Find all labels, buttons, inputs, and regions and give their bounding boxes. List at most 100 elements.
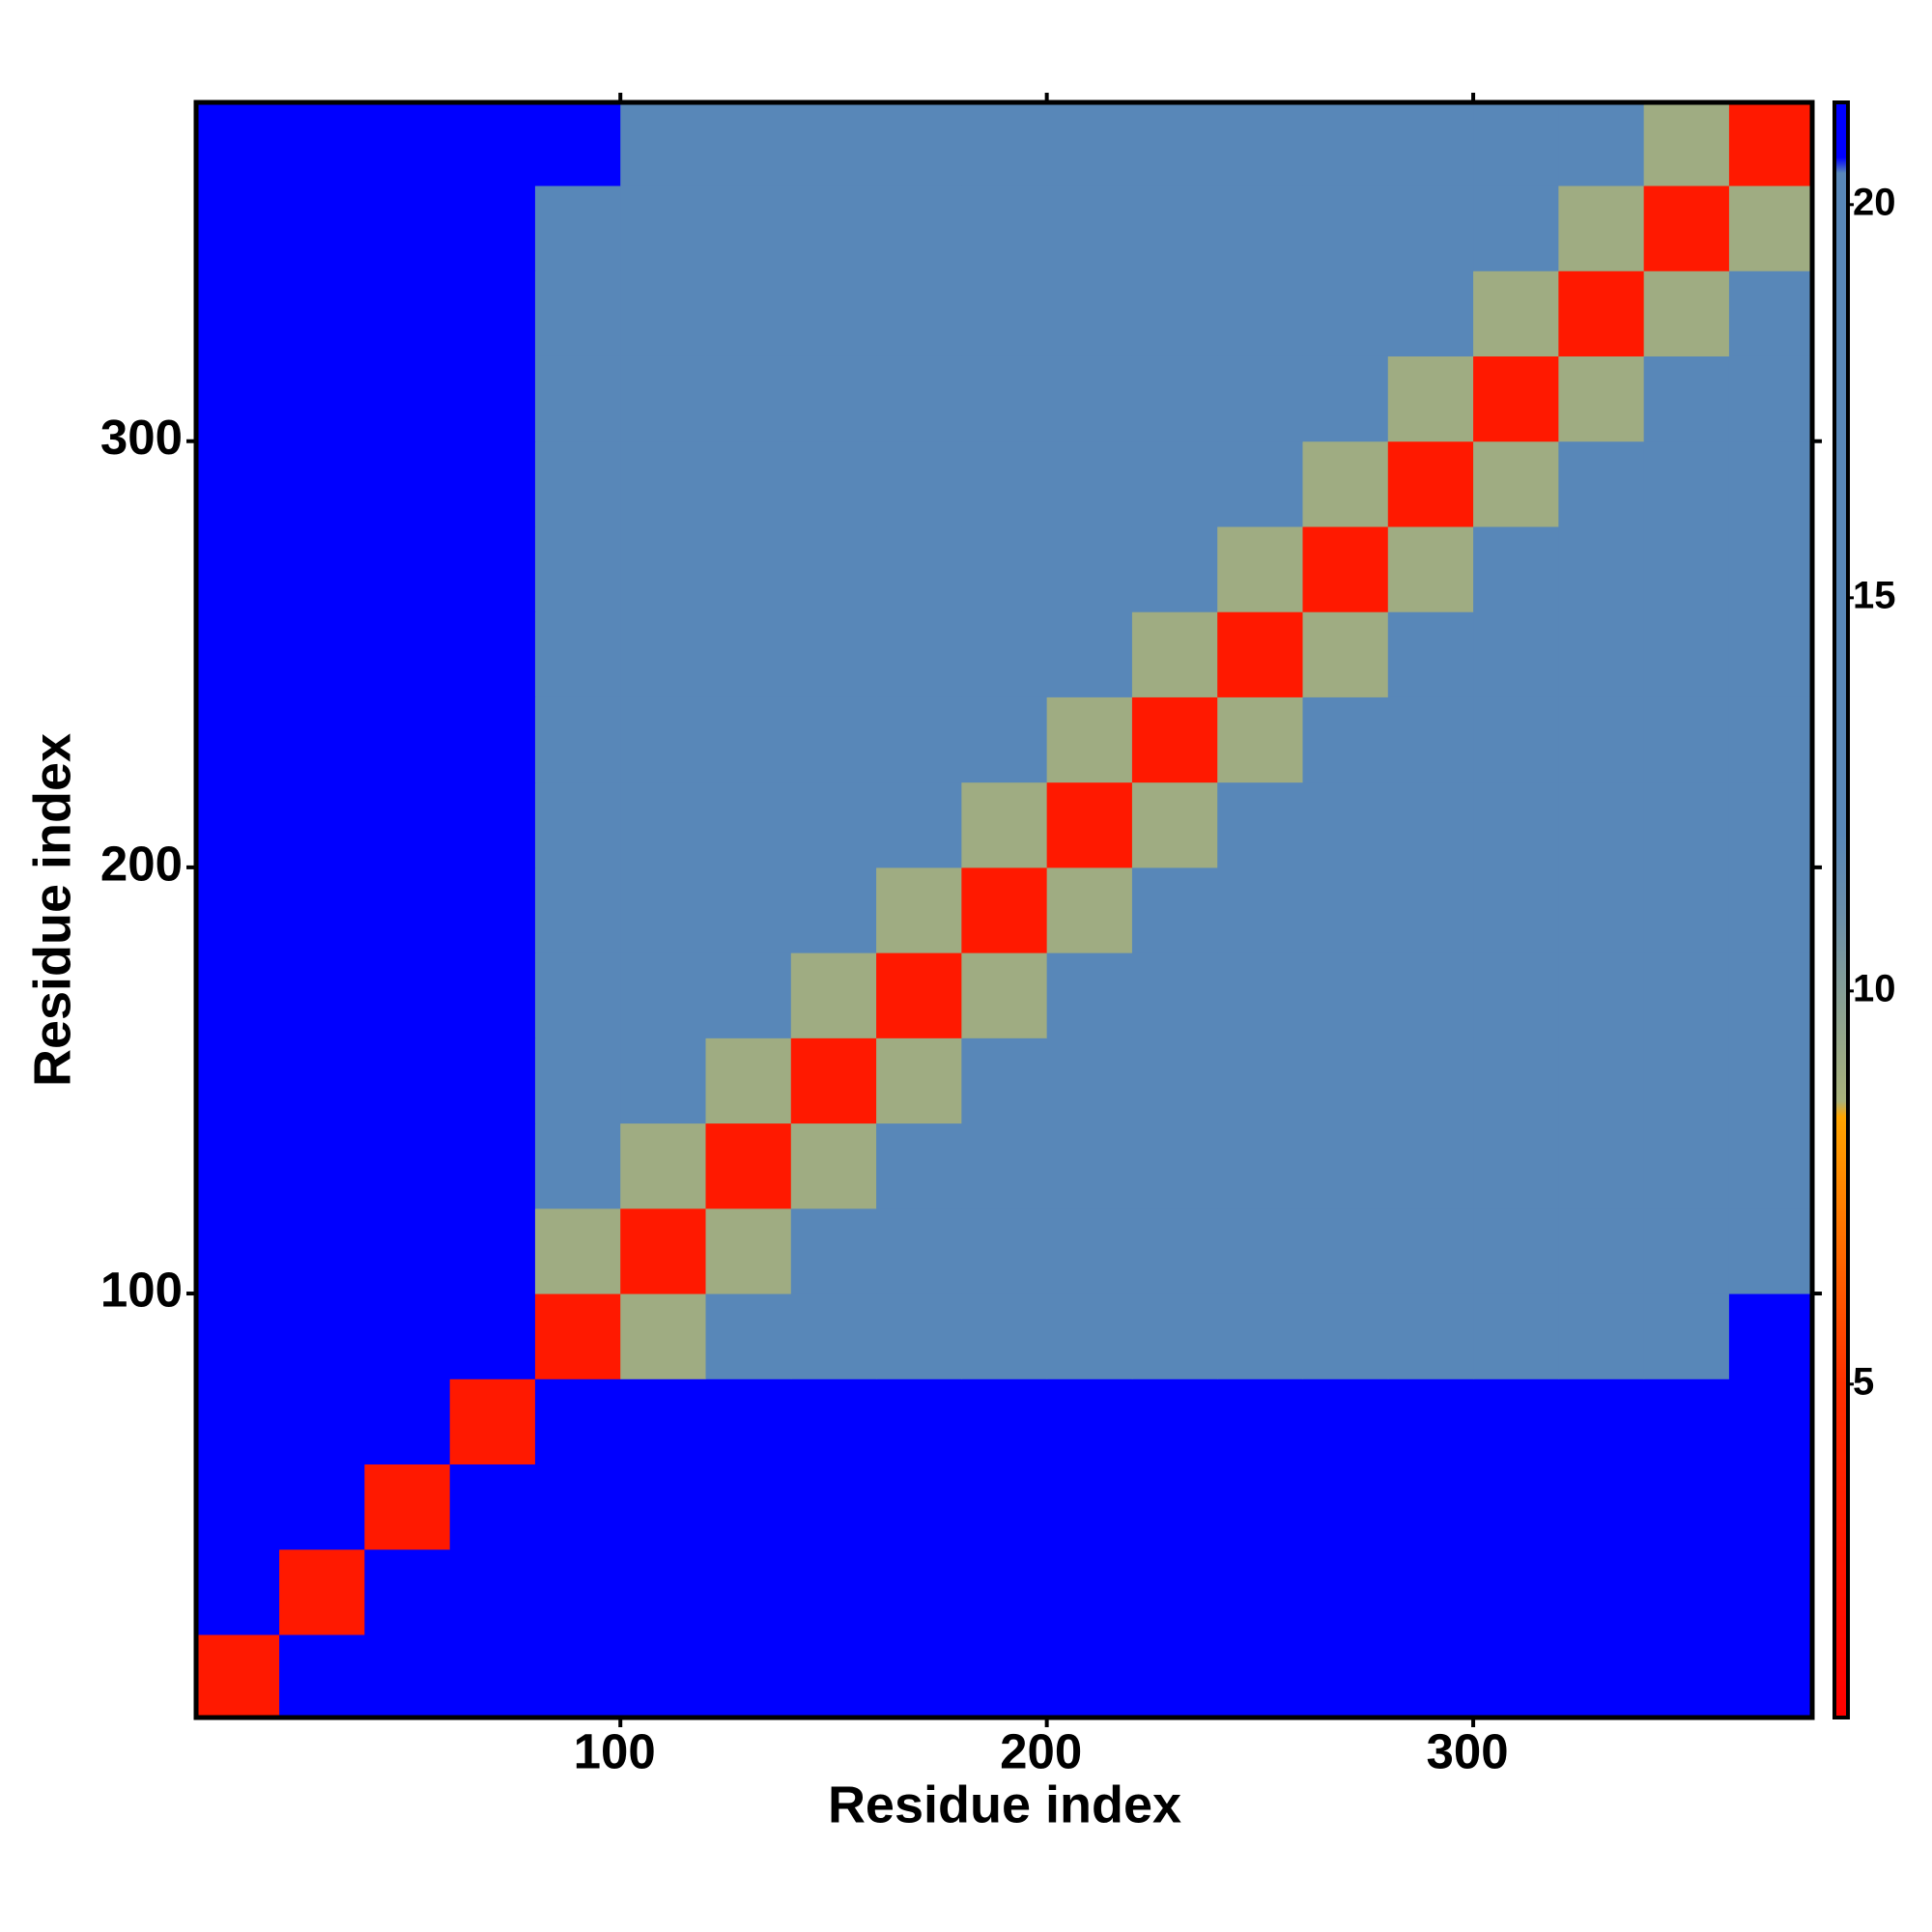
heatmap-cell [1643,1463,1730,1550]
heatmap-cell [961,1208,1048,1294]
heatmap-cell [1387,355,1474,442]
heatmap-cell [1131,355,1218,442]
heatmap-cell [1643,270,1730,356]
heatmap-cell [1473,185,1559,271]
heatmap-cell [1131,526,1218,612]
heatmap-cell [1046,611,1133,697]
heatmap-cell [449,102,536,186]
heatmap-cell [449,355,536,442]
heatmap-cell [1217,102,1303,186]
plot-frame [193,99,1815,1720]
heatmap-cell [705,1293,792,1379]
heatmap-cell [876,611,962,697]
heatmap-cell [364,1463,451,1550]
heatmap-cell [705,1378,792,1465]
heatmap-cell [1302,1208,1389,1294]
heatmap-cell [961,270,1048,356]
heatmap-cell [1217,952,1303,1038]
heatmap-cell [876,440,962,527]
heatmap-cell [1643,1634,1730,1719]
heatmap-cell [364,526,451,612]
heatmap-cell [961,781,1048,868]
heatmap-cell [961,526,1048,612]
heatmap-cell [1302,1548,1389,1635]
heatmap-cell [1473,1208,1559,1294]
heatmap-cell [1131,611,1218,697]
heatmap-cell [1558,526,1645,612]
heatmap-cell [534,696,621,783]
heatmap-cell [876,270,962,356]
heatmap-cell [1302,867,1389,953]
heatmap-cell [961,867,1048,953]
heatmap-cell [279,102,365,186]
heatmap-cell [1302,440,1389,527]
heatmap-cell [1387,270,1474,356]
heatmap-cell [364,1378,451,1465]
heatmap-cell [790,1208,877,1294]
heatmap-cell [1302,1463,1389,1550]
heatmap-cell [620,611,707,697]
heatmap-cell [449,1208,536,1294]
heatmap-cell [790,611,877,697]
heatmap-cell [1728,270,1813,356]
heatmap-cell [1217,440,1303,527]
heatmap-cell [961,185,1048,271]
heatmap-cell [1131,1208,1218,1294]
heatmap-cell [1302,1378,1389,1465]
heatmap-cell [1131,1634,1218,1719]
heatmap-cell [1558,867,1645,953]
heatmap-cell [961,1463,1048,1550]
heatmap-cell [1387,867,1474,953]
heatmap-cell [790,270,877,356]
heatmap-cell [364,1037,451,1124]
heatmap-cell [1728,102,1813,186]
heatmap-cell [1302,526,1389,612]
heatmap-cell [1131,867,1218,953]
heatmap-cell [196,1122,280,1209]
heatmap-cell [1046,1378,1133,1465]
heatmap-cell [364,1634,451,1719]
heatmap-cell [620,1463,707,1550]
x-axis-title: Residue index [828,1776,1181,1833]
heatmap-cell [1131,696,1218,783]
heatmap-cell [1217,696,1303,783]
heatmap-cell [279,1293,365,1379]
heatmap-cell [1046,526,1133,612]
heatmap-cell [1728,1548,1813,1635]
heatmap-cell [196,1463,280,1550]
heatmap-cell [1558,1293,1645,1379]
heatmap-cell [876,355,962,442]
heatmap-cell [279,526,365,612]
heatmap-cell [449,1037,536,1124]
heatmap-cell [705,781,792,868]
heatmap-cell [1643,1548,1730,1635]
heatmap-cell [364,185,451,271]
heatmap-cell [1558,952,1645,1038]
heatmap-cell [1302,611,1389,697]
heatmap-cell [961,696,1048,783]
heatmap-cell [1473,867,1559,953]
heatmap-cell [1728,526,1813,612]
heatmap-cell [705,102,792,186]
heatmap-cell [620,526,707,612]
heatmap-cell [1217,1463,1303,1550]
heatmap-cell [534,355,621,442]
heatmap-cell [1643,440,1730,527]
heatmap-cell [1387,611,1474,697]
heatmap-cell [279,1122,365,1209]
heatmap-cell [196,355,280,442]
heatmap-cell [1643,185,1730,271]
heatmap-cell [1131,952,1218,1038]
heatmap-cell [196,1208,280,1294]
heatmap-cell [1387,952,1474,1038]
heatmap-cell [705,270,792,356]
heatmap-cell [1387,185,1474,271]
heatmap-cell [196,952,280,1038]
heatmap-cell [876,1634,962,1719]
heatmap-cell [196,1293,280,1379]
heatmap-cell [1046,440,1133,527]
x-tick-label: 100 [574,1723,656,1778]
heatmap-cell [1728,185,1813,271]
heatmap-cell [1217,1548,1303,1635]
heatmap-cell [1728,1634,1813,1719]
